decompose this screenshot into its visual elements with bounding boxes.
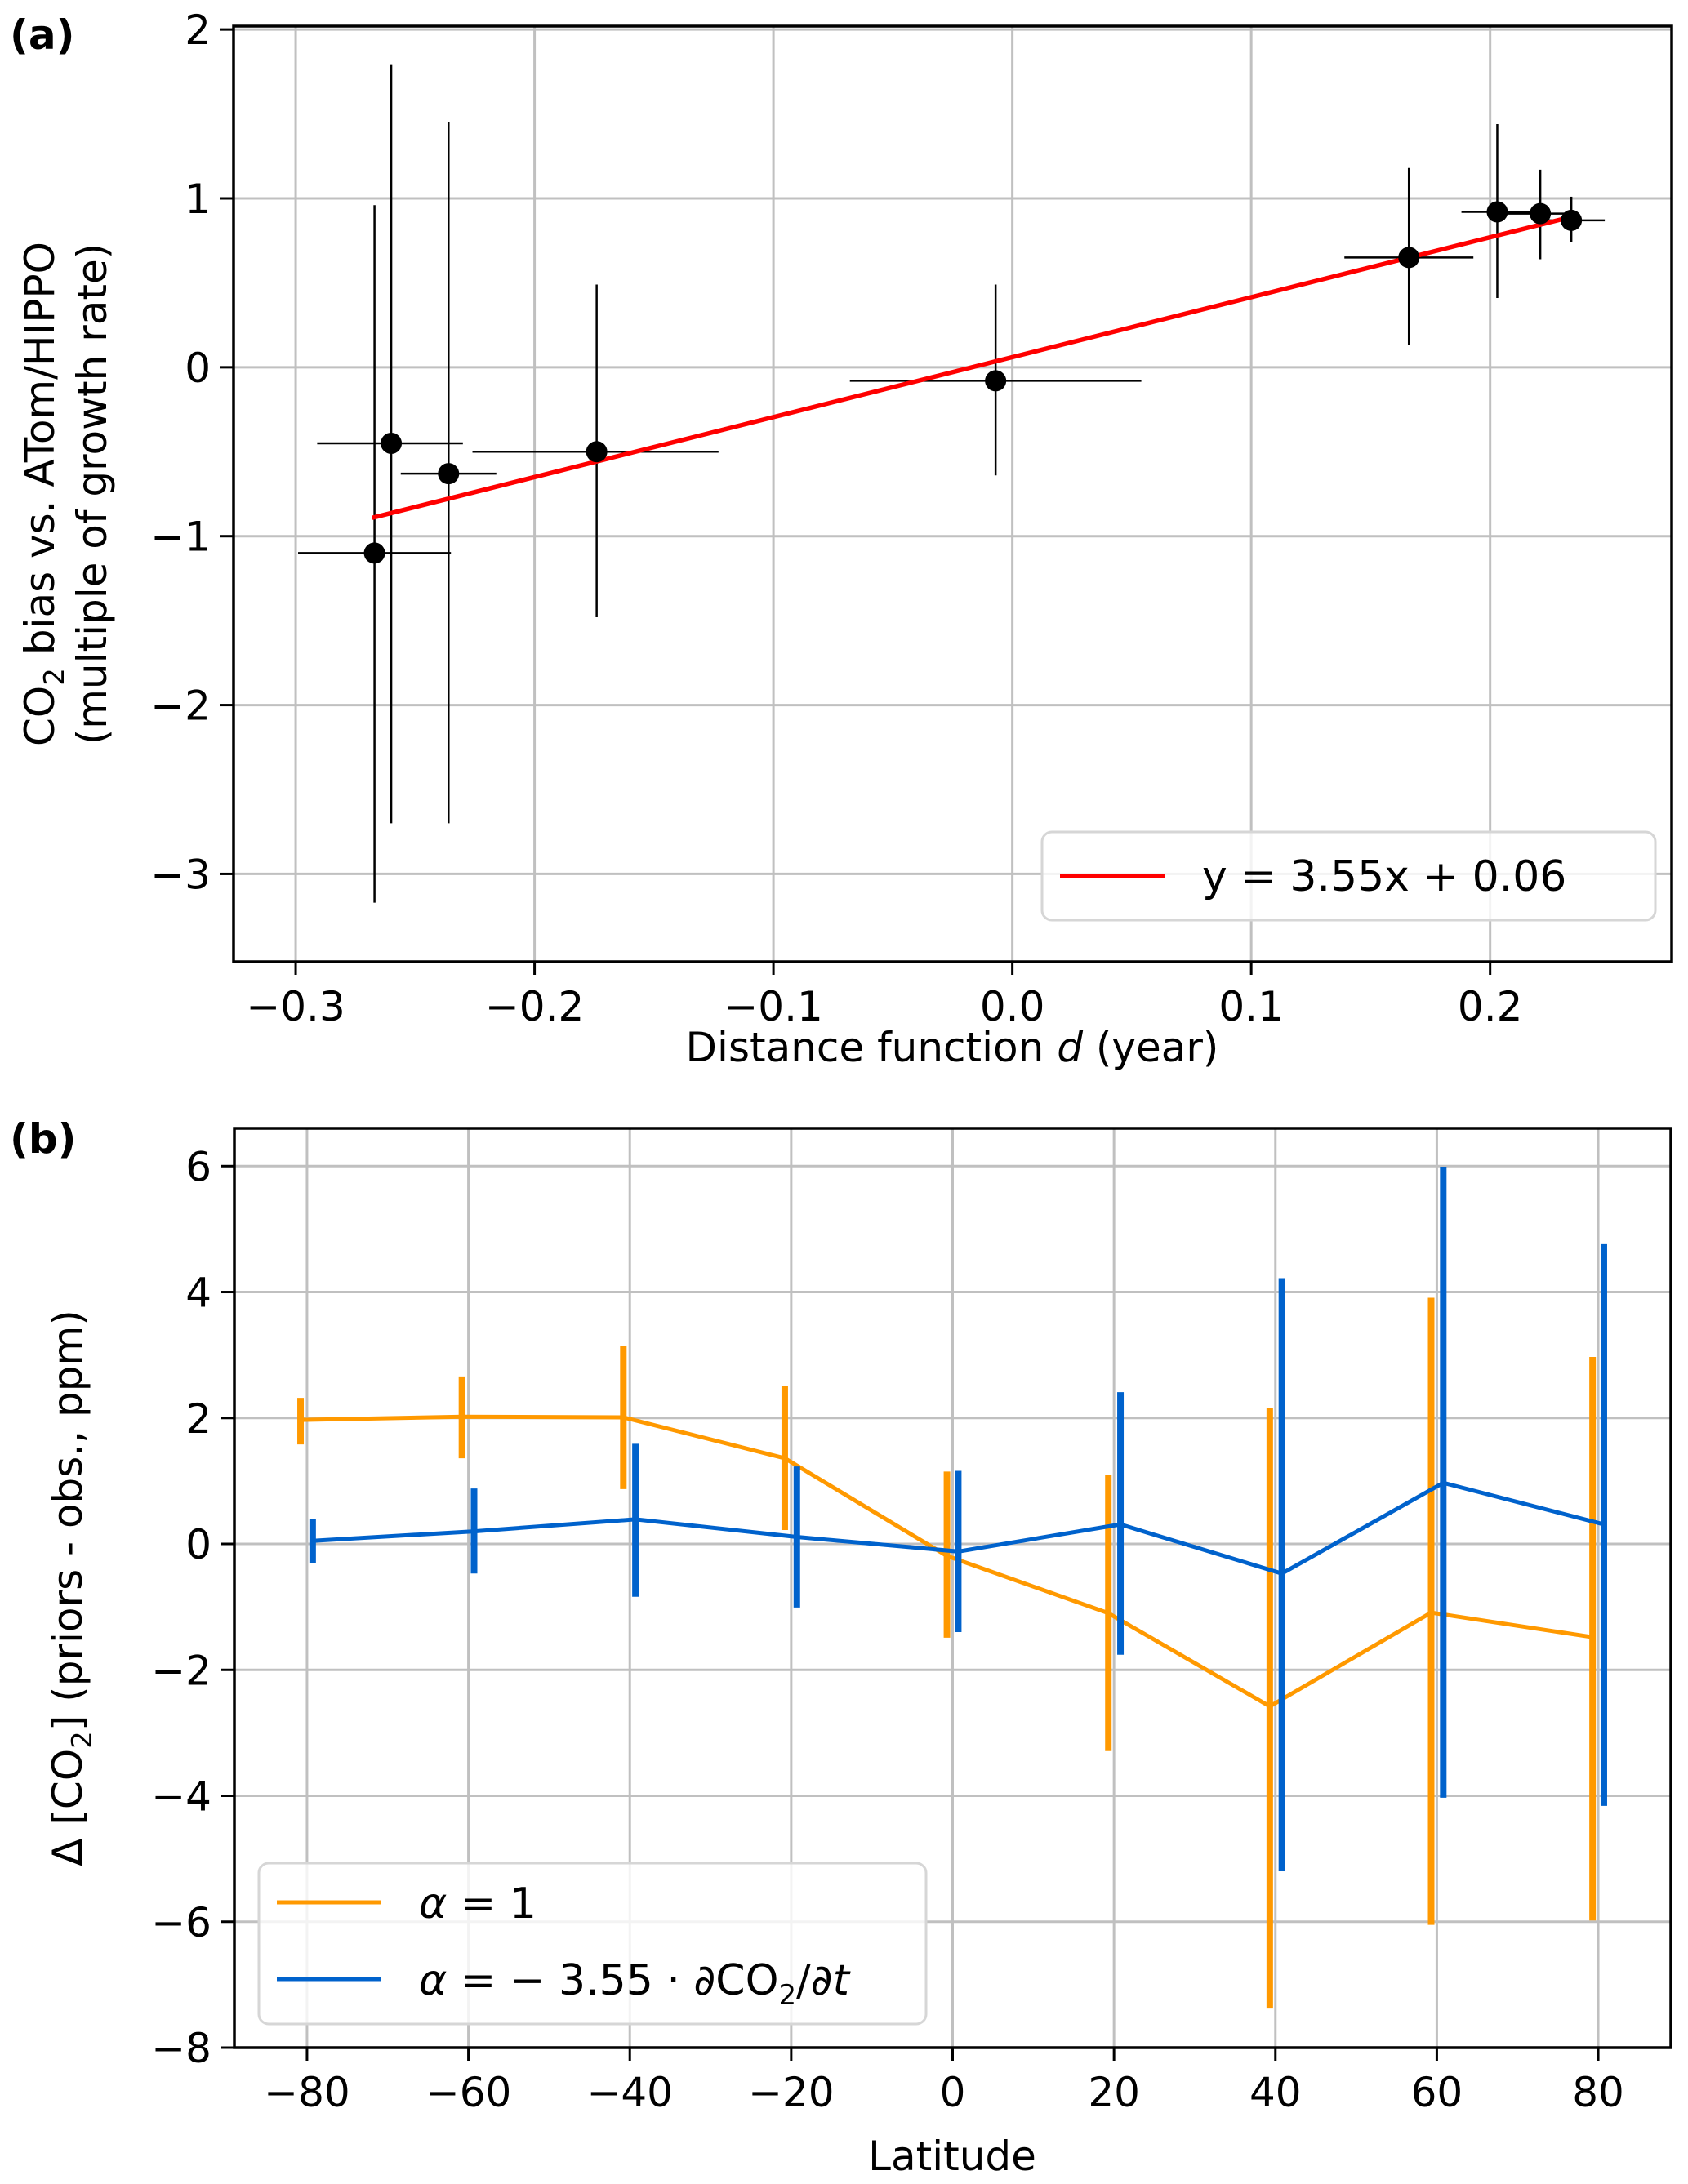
a-ytick-label: −1 (150, 514, 211, 561)
legend-label-alpha-growth: α = − 3.55 · ∂CO2/∂t (419, 1956, 851, 2012)
series-1 (309, 1167, 1607, 1872)
legend-alpha-symbol-1: α (419, 1879, 447, 1928)
a-xtick-label: 0.0 (980, 983, 1045, 1030)
b-ytick-label: 2 (185, 1395, 212, 1443)
b-xtick-label: 40 (1249, 2069, 1302, 2116)
b-ytick-label: 0 (185, 1521, 212, 1568)
b-ytick-label: −8 (151, 2025, 212, 2072)
b-ytick-label: −2 (151, 1647, 212, 1694)
legend-alpha-expr: = − 3.55 · ∂CO (447, 1956, 778, 2005)
b-xtick-label: −60 (425, 2069, 512, 2116)
series-b (297, 1167, 1607, 2009)
legend-label-alpha-1: α = 1 (419, 1879, 537, 1928)
data-point (586, 441, 608, 463)
x-axis-label-a-part1: Distance function (686, 1024, 1058, 1071)
a-ytick-label: 1 (185, 176, 211, 223)
legend-alpha-sub: 2 (779, 1979, 797, 2012)
panel-a: (a) −0.3 −0.2 −0.1 0.0 0.1 0.2 2 1 0 −1 −2 −3 y = 3… (10, 7, 1673, 1071)
data-point (1398, 247, 1420, 269)
b-ytick-label: 6 (185, 1143, 212, 1190)
errorbars-a (297, 64, 1606, 903)
b-xtick-label: 60 (1411, 2069, 1463, 2116)
data-point (363, 542, 385, 564)
plot-frame-a (232, 24, 1673, 963)
y-axis-label-b: Δ [CO2] (priors - obs., ppm) (44, 1310, 99, 1866)
legend-a: y = 3.55x + 0.06 (1040, 830, 1657, 922)
legend-b: α = 1 α = − 3.55 · ∂CO2/∂t (257, 1862, 928, 2026)
y-axis-label-a-line1: CO2 bias vs. ATom/HIPPO (16, 242, 71, 746)
b-ytick-label: −4 (151, 1773, 212, 1821)
y-axis-label-b-part2: ] (priors - obs., ppm) (44, 1310, 91, 1731)
b-xtick-label: 0 (940, 2069, 966, 2116)
a-xtick-label: −0.2 (485, 983, 584, 1030)
fit-line (371, 214, 1572, 520)
data-point (1486, 201, 1508, 223)
a-xtick-label: 0.1 (1218, 983, 1284, 1030)
data-point (1561, 209, 1583, 231)
y-axis-label-a-line2: (multiple of growth rate) (69, 243, 116, 745)
b-xtick-label: −40 (586, 2069, 673, 2116)
y-axis-label-a-co: CO (16, 686, 64, 746)
b-ytick-label: 4 (185, 1270, 212, 1317)
a-ytick-label: −3 (150, 851, 211, 898)
data-point (985, 370, 1007, 392)
points-a (363, 201, 1583, 564)
y-axis-label-b-sub: 2 (66, 1731, 99, 1749)
a-ytick-label: −2 (150, 683, 211, 730)
y-axis-label-b-part1: Δ [CO (44, 1749, 91, 1866)
b-ytick-label: −6 (151, 1899, 212, 1946)
grid-a (234, 26, 1672, 962)
x-axis-label-a-var: d (1057, 1024, 1083, 1071)
legend-alpha-t: t (833, 1956, 851, 2005)
b-xtick-label: −80 (264, 2069, 350, 2116)
panel-label-a: (a) (10, 11, 74, 59)
legend-box-b (257, 1862, 928, 2026)
ticks-a: −0.3 −0.2 −0.1 0.0 0.1 0.2 2 1 0 −1 −2 −3 (150, 7, 1522, 1030)
b-xtick-label: 80 (1572, 2069, 1624, 2116)
legend-alpha-symbol-2: α (419, 1956, 447, 2005)
x-axis-label-a-part2: (year) (1083, 1024, 1218, 1071)
a-xtick-label: −0.3 (246, 983, 345, 1030)
legend-label-fit: y = 3.55x + 0.06 (1202, 852, 1566, 901)
legend-alpha-eq-1: = 1 (447, 1879, 537, 1928)
x-axis-label-a: Distance function d (year) (686, 1024, 1219, 1071)
a-ytick-label: 2 (185, 7, 211, 54)
b-xtick-label: −20 (748, 2069, 835, 2116)
a-ytick-label: 0 (185, 345, 211, 392)
y-axis-label-a-rest: bias vs. ATom/HIPPO (16, 242, 64, 668)
series-0 (297, 1297, 1597, 2009)
y-axis-label-a-sub: 2 (38, 668, 71, 686)
b-xtick-label: 20 (1088, 2069, 1140, 2116)
fit-line-group (371, 214, 1572, 520)
data-point (438, 463, 460, 485)
a-xtick-label: 0.2 (1458, 983, 1523, 1030)
data-point (1530, 202, 1552, 225)
data-point (381, 432, 403, 454)
plot-frame-b (233, 1127, 1672, 2049)
a-xtick-label: −0.1 (724, 983, 822, 1030)
panel-label-b: (b) (10, 1115, 77, 1163)
legend-alpha-partial: /∂ (796, 1956, 832, 2005)
legend-box-a (1040, 830, 1657, 922)
x-axis-label-b: Latitude (868, 2133, 1036, 2180)
